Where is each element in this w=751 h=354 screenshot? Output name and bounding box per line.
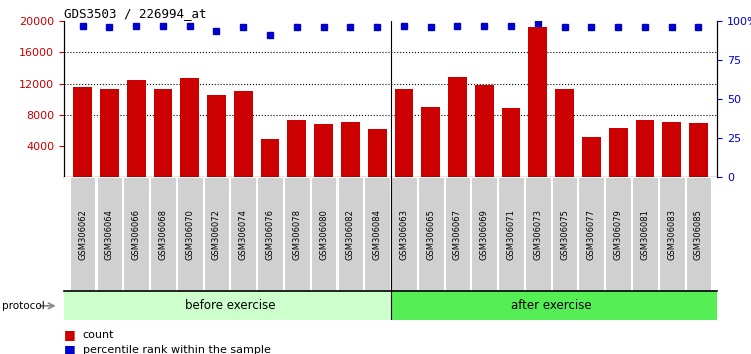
Text: ■: ■ bbox=[64, 328, 76, 341]
Bar bbox=[73, 87, 92, 177]
Bar bbox=[529, 28, 547, 177]
Bar bbox=[153, 89, 172, 177]
Bar bbox=[257, 177, 283, 292]
Text: GSM306065: GSM306065 bbox=[426, 209, 435, 260]
Bar bbox=[552, 177, 578, 292]
Text: GSM306078: GSM306078 bbox=[292, 209, 301, 260]
Bar bbox=[448, 76, 467, 177]
Bar bbox=[686, 177, 711, 292]
Bar bbox=[207, 95, 226, 177]
Bar bbox=[231, 177, 256, 292]
Text: GSM306079: GSM306079 bbox=[614, 209, 623, 260]
Bar bbox=[391, 177, 417, 292]
Text: GSM306072: GSM306072 bbox=[212, 209, 221, 260]
Bar bbox=[394, 89, 413, 177]
Bar bbox=[662, 122, 681, 177]
Bar bbox=[311, 177, 336, 292]
Bar bbox=[96, 177, 122, 292]
Bar bbox=[635, 120, 654, 177]
Bar bbox=[261, 139, 279, 177]
Text: GSM306084: GSM306084 bbox=[372, 209, 382, 260]
Bar bbox=[150, 177, 176, 292]
Bar bbox=[123, 177, 149, 292]
Bar bbox=[234, 91, 252, 177]
Bar bbox=[127, 80, 146, 177]
Bar bbox=[314, 124, 333, 177]
Bar bbox=[475, 85, 493, 177]
Bar bbox=[391, 291, 717, 320]
Bar bbox=[498, 177, 524, 292]
Bar bbox=[418, 177, 444, 292]
Text: GSM306064: GSM306064 bbox=[105, 209, 114, 260]
Bar bbox=[204, 177, 229, 292]
Bar bbox=[180, 78, 199, 177]
Text: GDS3503 / 226994_at: GDS3503 / 226994_at bbox=[64, 7, 207, 20]
Bar bbox=[555, 89, 574, 177]
Bar bbox=[502, 108, 520, 177]
Text: GSM306067: GSM306067 bbox=[453, 209, 462, 260]
Text: GSM306077: GSM306077 bbox=[587, 209, 596, 260]
Bar bbox=[609, 128, 628, 177]
Text: ■: ■ bbox=[64, 343, 76, 354]
Bar bbox=[70, 177, 95, 292]
Text: GSM306073: GSM306073 bbox=[533, 209, 542, 260]
Text: before exercise: before exercise bbox=[185, 299, 275, 312]
Bar bbox=[421, 107, 440, 177]
Text: GSM306069: GSM306069 bbox=[480, 209, 489, 260]
Bar bbox=[605, 177, 631, 292]
Text: GSM306071: GSM306071 bbox=[506, 209, 515, 260]
Text: GSM306083: GSM306083 bbox=[667, 209, 676, 260]
Text: GSM306062: GSM306062 bbox=[78, 209, 87, 260]
Bar bbox=[288, 120, 306, 177]
Text: GSM306066: GSM306066 bbox=[131, 209, 140, 260]
Bar bbox=[337, 177, 363, 292]
Bar bbox=[100, 89, 119, 177]
Bar bbox=[364, 177, 390, 292]
Text: GSM306075: GSM306075 bbox=[560, 209, 569, 260]
Bar bbox=[689, 123, 708, 177]
Text: protocol: protocol bbox=[2, 301, 44, 311]
Bar bbox=[445, 177, 470, 292]
Bar bbox=[659, 177, 685, 292]
Text: GSM306080: GSM306080 bbox=[319, 209, 328, 260]
Bar bbox=[284, 177, 309, 292]
Bar bbox=[472, 177, 497, 292]
Bar bbox=[525, 177, 550, 292]
Bar bbox=[582, 137, 601, 177]
Text: GSM306063: GSM306063 bbox=[400, 209, 409, 260]
Text: after exercise: after exercise bbox=[511, 299, 592, 312]
Text: GSM306068: GSM306068 bbox=[158, 209, 167, 260]
Bar bbox=[64, 291, 391, 320]
Text: GSM306085: GSM306085 bbox=[694, 209, 703, 260]
Text: GSM306082: GSM306082 bbox=[346, 209, 355, 260]
Text: GSM306076: GSM306076 bbox=[266, 209, 275, 260]
Text: GSM306074: GSM306074 bbox=[239, 209, 248, 260]
Text: GSM306081: GSM306081 bbox=[641, 209, 650, 260]
Text: GSM306070: GSM306070 bbox=[185, 209, 195, 260]
Bar bbox=[368, 129, 387, 177]
Bar bbox=[341, 122, 360, 177]
Text: count: count bbox=[83, 330, 114, 339]
Bar bbox=[176, 177, 203, 292]
Text: percentile rank within the sample: percentile rank within the sample bbox=[83, 345, 270, 354]
Bar bbox=[578, 177, 605, 292]
Bar bbox=[632, 177, 658, 292]
